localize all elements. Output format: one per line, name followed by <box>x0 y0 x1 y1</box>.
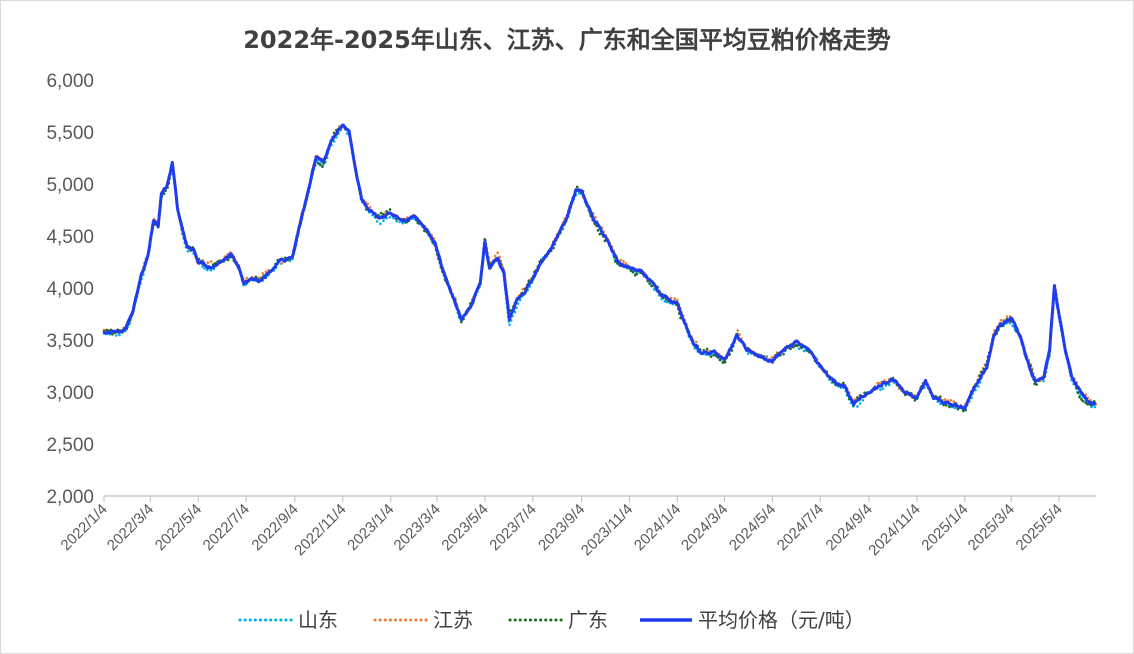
x-tick-label: 2024/1/4 <box>631 501 684 554</box>
x-tick-label: 2024/7/4 <box>774 501 827 554</box>
x-tick-label: 2025/1/4 <box>918 501 971 554</box>
y-tick-label: 6,000 <box>46 71 94 92</box>
x-tick-label: 2025/5/4 <box>1013 501 1066 554</box>
x-tick-label: 2024/11/4 <box>865 501 923 559</box>
x-tick-label: 2022/7/4 <box>200 501 253 554</box>
y-tick-label: 2,000 <box>46 487 94 508</box>
x-tick-label: 2023/11/4 <box>578 501 636 559</box>
x-tick-label: 2025/3/4 <box>965 501 1018 554</box>
series-line-1 <box>102 123 1098 409</box>
x-tick-label: 2024/3/4 <box>678 501 731 554</box>
y-tick-label: 3,500 <box>46 331 94 352</box>
x-tick-label: 2022/11/4 <box>291 501 349 559</box>
x-tick-label: 2023/1/4 <box>344 501 397 554</box>
series-line-0 <box>102 124 1098 413</box>
y-tick-label: 5,500 <box>46 123 94 144</box>
legend-label-3: 平均价格（元/吨） <box>698 608 865 632</box>
y-tick-label: 3,000 <box>46 383 94 404</box>
x-tick-label: 2023/7/4 <box>486 501 539 554</box>
y-tick-label: 4,000 <box>46 279 94 300</box>
legend-label-1: 江苏 <box>433 608 473 632</box>
x-tick-label: 2022/5/4 <box>152 501 205 554</box>
x-tick-label: 2023/3/4 <box>391 501 444 554</box>
x-tick-label: 2023/5/4 <box>438 501 491 554</box>
x-axis: 2022/1/42022/3/42022/5/42022/7/42022/9/4… <box>58 495 1096 559</box>
series-layer <box>102 122 1098 414</box>
y-axis-ticks: 2,000 2,500 3,000 3,500 4,000 4,500 5,000 5,500… <box>46 71 94 508</box>
y-tick-label: 4,500 <box>46 227 94 248</box>
legend-label-0: 山东 <box>298 608 338 632</box>
x-tick-label: 2024/5/4 <box>726 501 779 554</box>
series-line-3 <box>102 123 1097 411</box>
y-tick-label: 2,500 <box>46 435 94 456</box>
x-tick-label: 2022/3/4 <box>104 501 157 554</box>
legend-label-2: 广东 <box>568 608 608 632</box>
series-line-2 <box>102 122 1098 414</box>
y-tick-label: 5,000 <box>46 175 94 196</box>
chart-title: 2022年-2025年山东、江苏、广东和全国平均豆粕价格走势 <box>243 26 891 54</box>
legend: 山东 江苏 广东 平均价格（元/吨） <box>238 608 865 632</box>
x-tick-label: 2022/1/4 <box>58 501 111 554</box>
